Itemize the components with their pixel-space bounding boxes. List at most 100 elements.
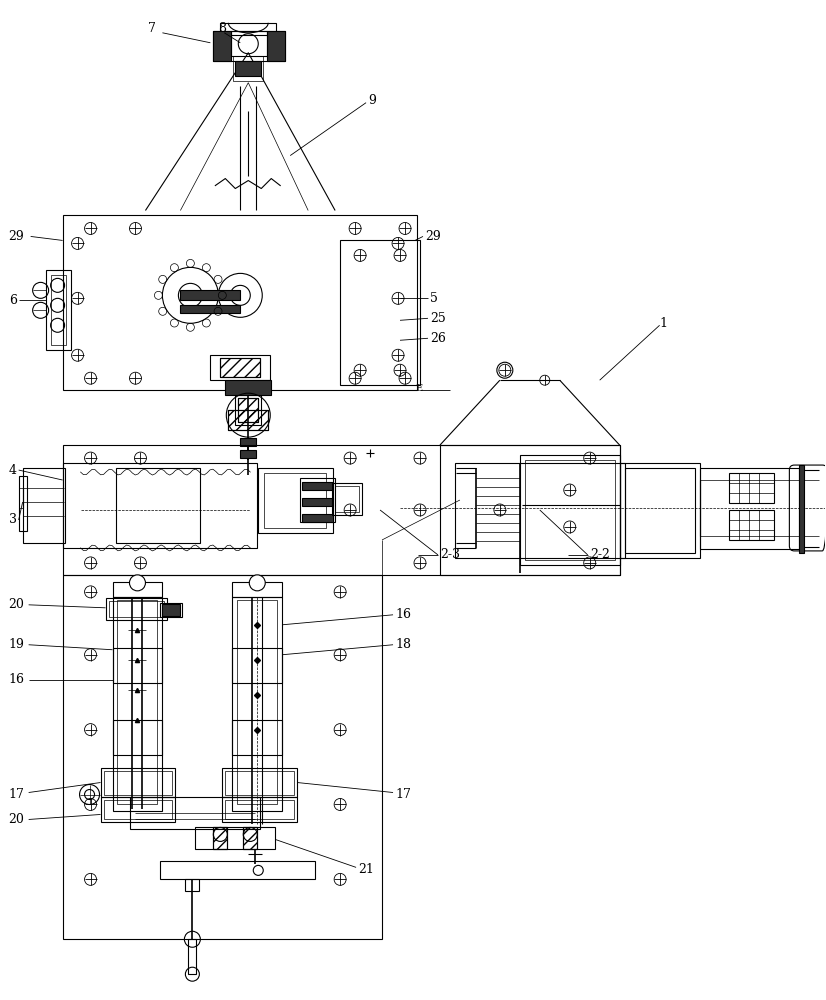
Bar — [238, 398, 259, 422]
Bar — [244, 827, 257, 849]
Bar — [116, 468, 201, 543]
Bar — [240, 438, 256, 446]
Text: 26: 26 — [430, 332, 446, 345]
Bar — [232, 648, 282, 683]
Bar — [221, 358, 260, 377]
Bar — [455, 463, 624, 558]
Text: 18: 18 — [395, 638, 411, 651]
Bar — [106, 598, 168, 620]
Text: 29: 29 — [425, 230, 441, 243]
Circle shape — [130, 575, 145, 591]
Text: 17: 17 — [395, 788, 411, 801]
Bar — [729, 510, 775, 540]
Bar — [232, 720, 282, 755]
Bar — [259, 468, 333, 533]
Bar — [264, 473, 326, 528]
Bar — [185, 879, 199, 891]
Bar — [103, 771, 173, 795]
Bar — [340, 240, 420, 385]
Bar — [620, 463, 700, 558]
Bar — [19, 476, 26, 531]
Bar — [188, 939, 197, 974]
Bar — [63, 463, 257, 548]
Bar — [244, 827, 257, 849]
Bar — [228, 410, 268, 430]
Text: 8: 8 — [218, 22, 226, 35]
Text: 2-3: 2-3 — [440, 548, 460, 561]
Bar — [268, 31, 285, 61]
Bar — [163, 604, 180, 616]
Bar — [700, 468, 800, 549]
Bar — [63, 215, 417, 390]
Bar — [302, 482, 333, 490]
Bar — [131, 797, 260, 829]
Text: E: E — [415, 384, 422, 393]
Bar — [213, 827, 227, 849]
Bar — [231, 31, 268, 56]
Bar — [180, 305, 240, 313]
Bar — [233, 56, 263, 81]
Bar — [50, 275, 65, 345]
Bar — [213, 827, 227, 849]
Text: 16: 16 — [9, 673, 25, 686]
Bar — [160, 861, 316, 879]
Bar — [302, 498, 333, 506]
Bar — [213, 31, 285, 61]
Bar — [196, 827, 275, 849]
Bar — [525, 460, 615, 560]
Bar — [22, 468, 64, 543]
Text: 3: 3 — [9, 513, 17, 526]
Bar — [520, 455, 620, 565]
Bar — [117, 600, 158, 804]
Bar — [237, 600, 278, 804]
Bar — [63, 575, 382, 939]
Text: 20: 20 — [9, 813, 25, 826]
Text: 20: 20 — [9, 598, 25, 611]
Bar — [235, 61, 261, 76]
Bar — [222, 797, 297, 822]
Bar — [302, 514, 333, 522]
Text: 5: 5 — [430, 292, 438, 305]
Bar — [729, 473, 775, 503]
Bar — [235, 395, 261, 425]
Bar — [112, 720, 163, 755]
Text: 16: 16 — [395, 608, 411, 621]
Bar — [213, 31, 231, 61]
Bar — [101, 797, 175, 822]
Text: 25: 25 — [430, 312, 446, 325]
Text: 19: 19 — [9, 638, 25, 651]
Bar — [332, 483, 362, 515]
Bar — [221, 23, 276, 35]
Bar — [440, 445, 620, 575]
Bar — [222, 768, 297, 797]
Text: 17: 17 — [9, 788, 25, 801]
Bar — [238, 398, 259, 422]
Bar — [335, 486, 359, 512]
Bar — [225, 380, 271, 395]
Bar — [112, 582, 163, 597]
Bar — [240, 450, 256, 458]
Bar — [211, 355, 270, 380]
Bar — [112, 597, 163, 811]
Bar — [160, 603, 183, 617]
Text: 1: 1 — [660, 317, 667, 330]
Bar — [228, 410, 268, 430]
Circle shape — [249, 575, 265, 591]
Text: 2-2: 2-2 — [590, 548, 610, 561]
Text: 9: 9 — [368, 94, 376, 107]
Bar — [800, 465, 805, 553]
Text: 6: 6 — [9, 294, 17, 307]
Bar — [232, 597, 282, 811]
Bar — [232, 582, 282, 597]
Text: 4: 4 — [9, 464, 17, 477]
Bar — [45, 270, 70, 350]
Bar — [300, 478, 335, 522]
Bar — [225, 800, 294, 819]
Bar — [624, 468, 695, 553]
Bar — [180, 290, 240, 300]
Bar — [108, 601, 164, 617]
Text: 7: 7 — [149, 22, 156, 35]
Text: 29: 29 — [9, 230, 25, 243]
Bar — [225, 771, 294, 795]
Bar — [221, 358, 260, 377]
